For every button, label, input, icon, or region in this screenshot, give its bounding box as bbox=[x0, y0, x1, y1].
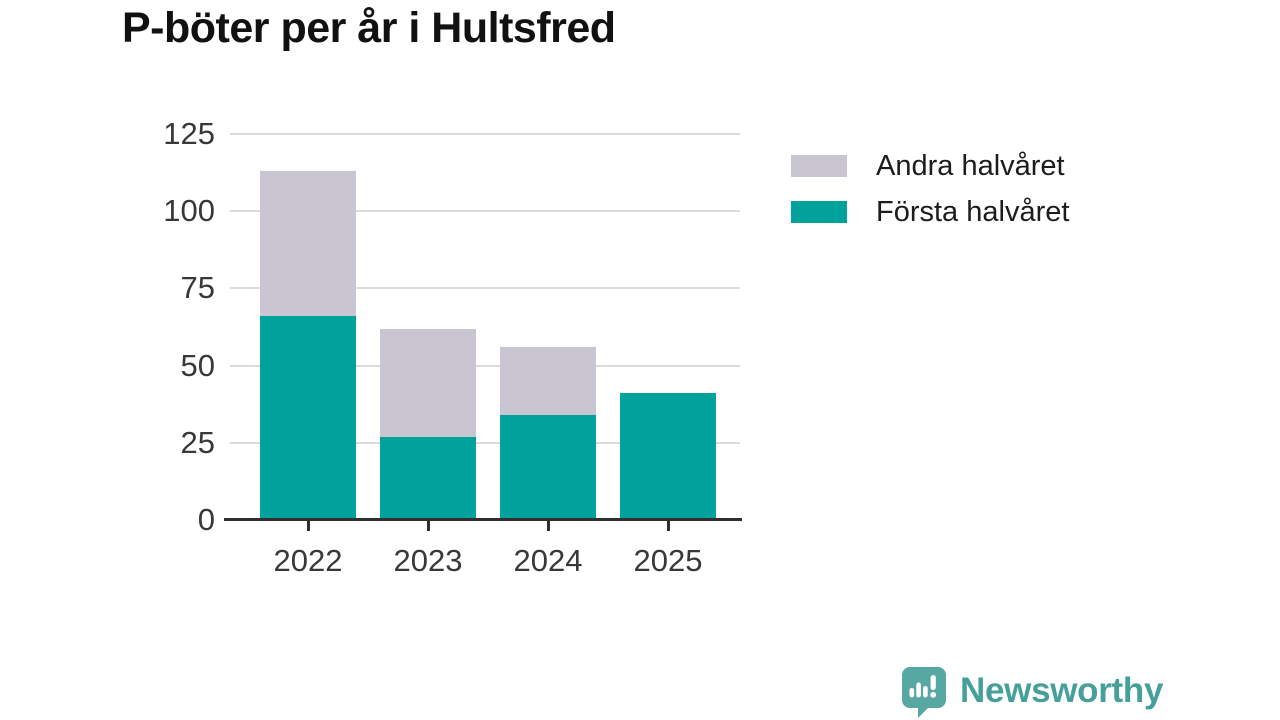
x-axis-line bbox=[224, 518, 742, 521]
y-axis-tick-label: 0 bbox=[197, 502, 215, 537]
bar-segment-2023 bbox=[380, 436, 476, 520]
y-axis-tick-label: 125 bbox=[163, 116, 215, 151]
x-axis-tick bbox=[426, 521, 430, 531]
y-gridline bbox=[230, 364, 740, 367]
bar-segment-2024 bbox=[500, 415, 596, 520]
bar-segment-2022 bbox=[260, 316, 356, 520]
legend-item: Andra halvåret bbox=[791, 149, 1069, 182]
chart-title: P-böter per år i Hultsfred bbox=[122, 4, 616, 52]
x-axis-tick-label: 2025 bbox=[633, 543, 703, 578]
x-axis-tick bbox=[306, 521, 310, 531]
bar-segment-2023 bbox=[380, 328, 476, 437]
legend-label: Första halvåret bbox=[876, 195, 1070, 228]
x-axis-tick bbox=[546, 521, 550, 531]
y-axis-tick-label: 50 bbox=[180, 347, 215, 383]
x-axis-tick bbox=[666, 521, 670, 531]
brand-footer: Newsworthy bbox=[899, 664, 1163, 718]
y-gridline bbox=[230, 287, 740, 290]
y-axis-tick-label: 75 bbox=[180, 270, 215, 306]
y-gridline bbox=[230, 133, 740, 135]
legend-swatch bbox=[791, 155, 847, 177]
x-axis-tick-label: 2024 bbox=[513, 543, 583, 578]
legend: Andra halvåret Första halvåret bbox=[791, 149, 1070, 243]
y-axis-tick-label: 100 bbox=[163, 193, 215, 229]
legend-label: Andra halvåret bbox=[876, 149, 1065, 182]
x-axis-tick-label: 2022 bbox=[273, 543, 343, 578]
y-axis-tick-label: 25 bbox=[180, 424, 215, 460]
legend-item: Första halvåret bbox=[791, 195, 1070, 228]
newsworthy-logo-icon bbox=[902, 667, 946, 718]
brand-name: Newsworthy bbox=[960, 671, 1164, 710]
y-gridline bbox=[230, 210, 740, 213]
bar-segment-2025 bbox=[620, 393, 716, 520]
bar-segment-2022 bbox=[260, 171, 356, 317]
x-axis-tick-label: 2023 bbox=[393, 543, 463, 578]
bar-segment-2024 bbox=[500, 347, 596, 415]
legend-swatch bbox=[791, 201, 847, 223]
y-gridline bbox=[230, 441, 740, 444]
